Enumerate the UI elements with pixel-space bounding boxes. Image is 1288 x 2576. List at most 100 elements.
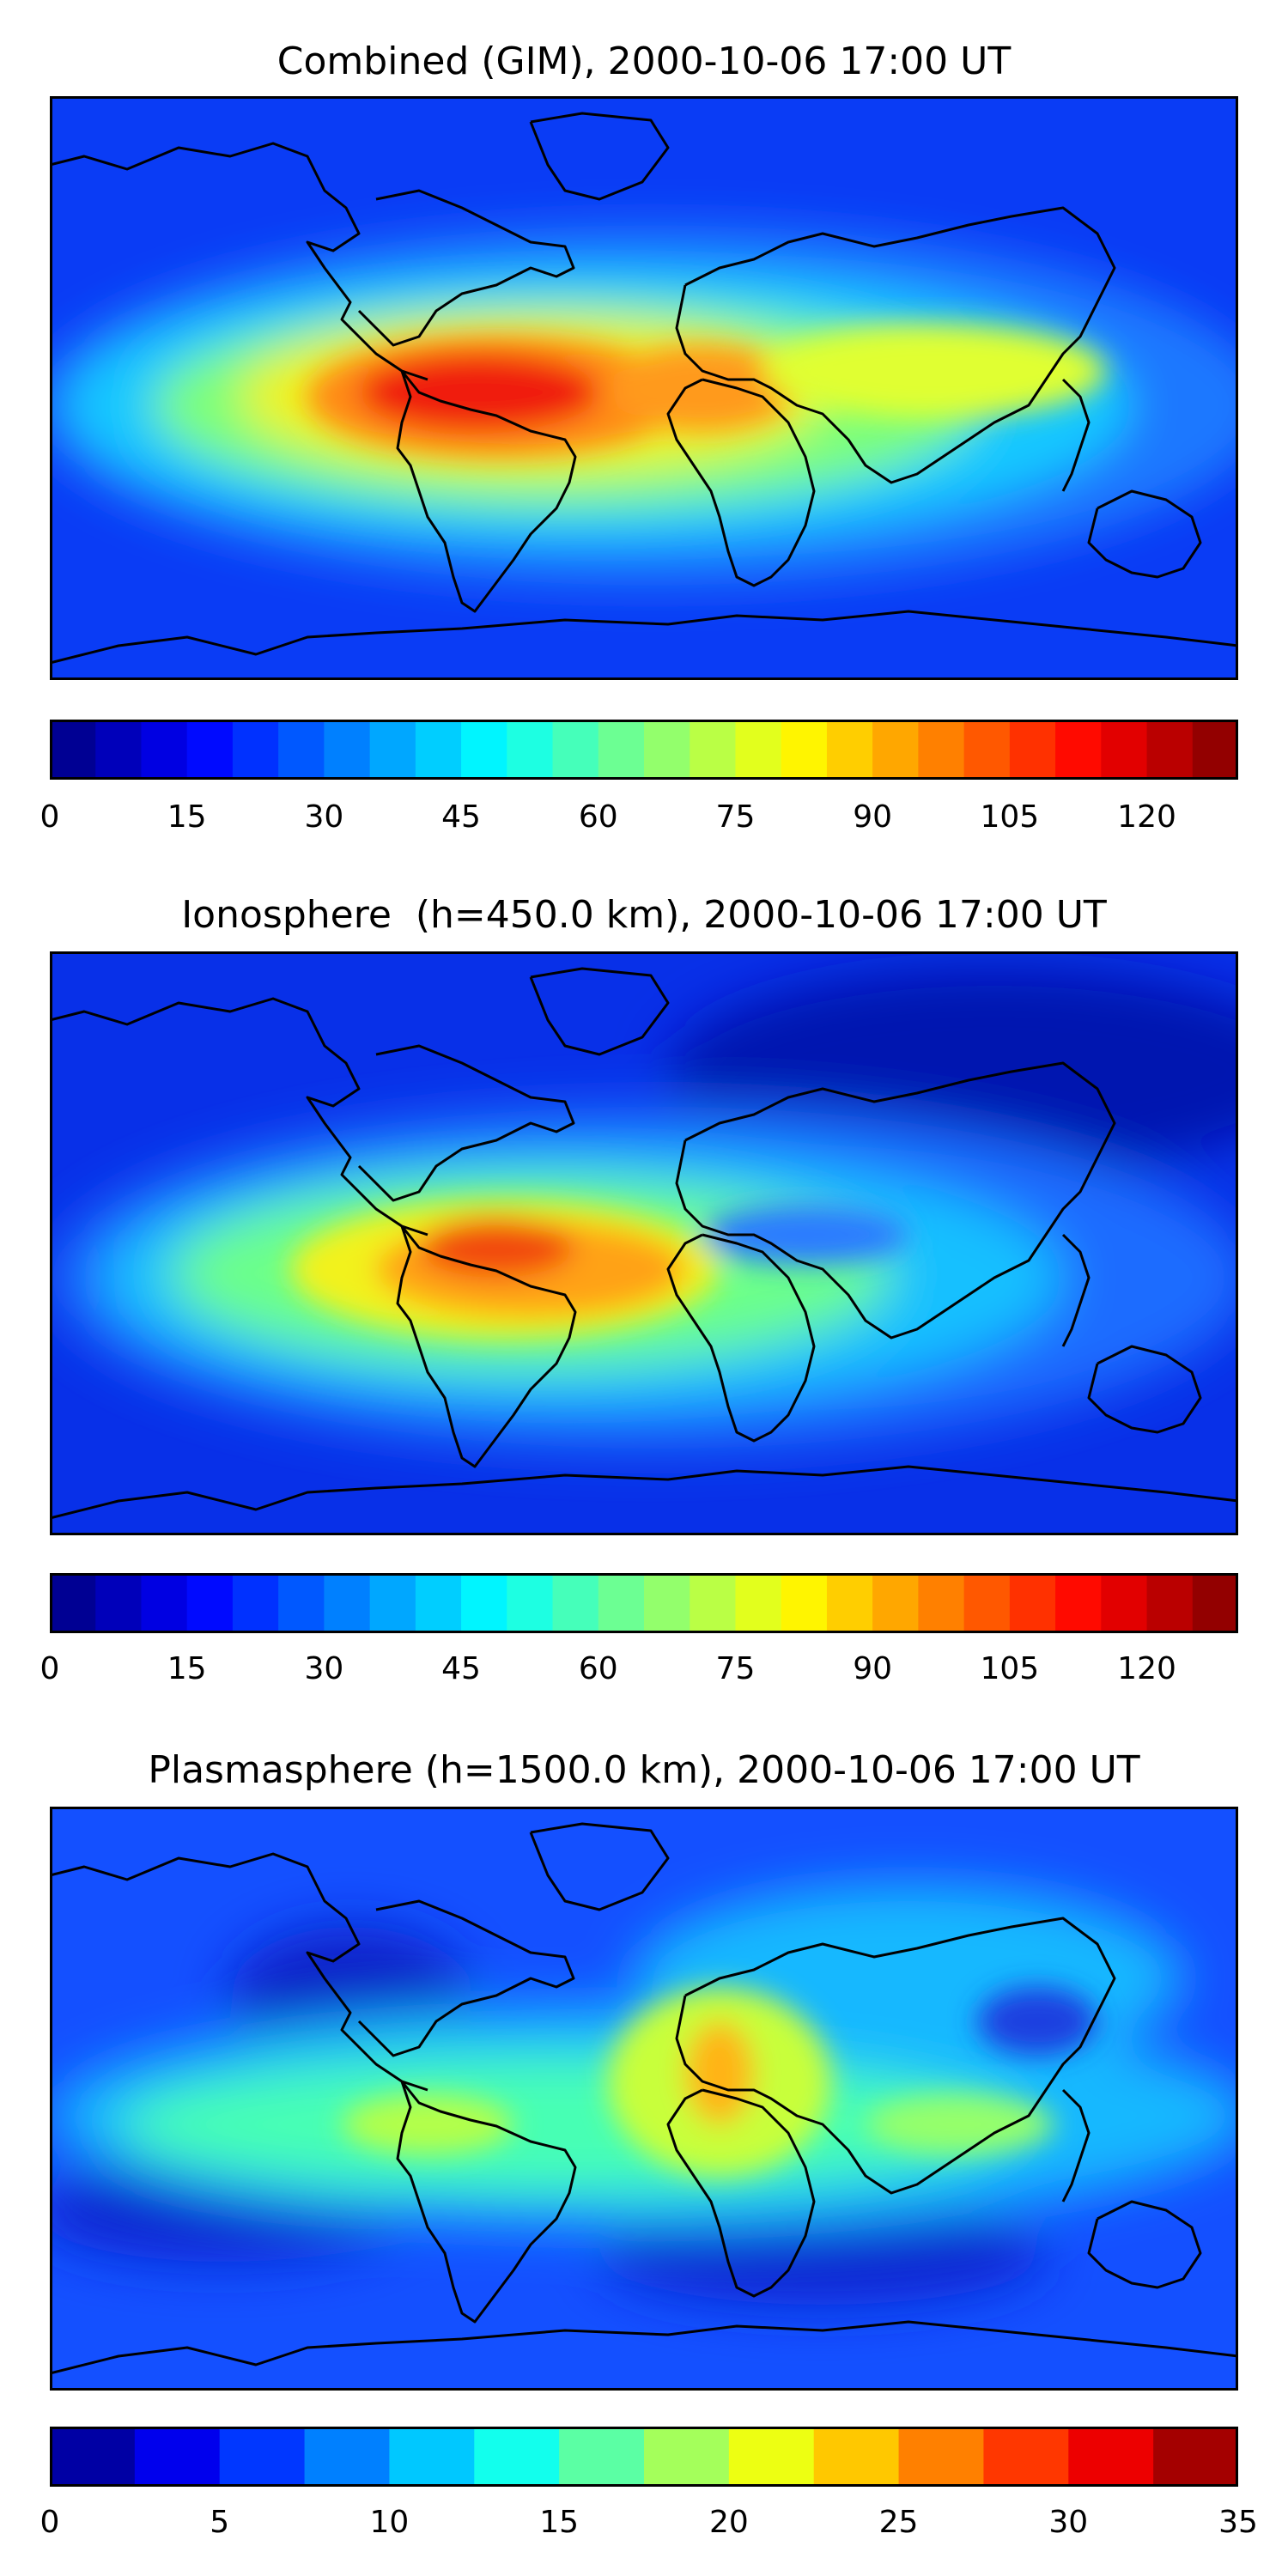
- colorbar-level-swatch: [598, 1573, 645, 1633]
- colorbar-level-swatch: [1101, 1573, 1148, 1633]
- panel-title-plasmasphere: Plasmasphere (h=1500.0 km), 2000-10-06 1…: [148, 1748, 1140, 1792]
- colorbar-level-swatch: [872, 720, 920, 780]
- colorbar-level-swatch: [232, 1573, 279, 1633]
- colorbar-level-swatch: [813, 2427, 900, 2487]
- colorbar-level-swatch: [186, 1573, 234, 1633]
- colorbar-tick-label: 0: [39, 1651, 60, 1686]
- colorbar-tick-label: 0: [39, 2505, 60, 2540]
- colorbar-level-swatch: [559, 2427, 645, 2487]
- colorbar-level-swatch: [1009, 720, 1056, 780]
- colorbar-combined: [50, 720, 1238, 780]
- colorbar-level-swatch: [415, 1573, 462, 1633]
- colorbar-tick-label: 105: [980, 1651, 1040, 1686]
- colorbar-level-swatch: [1192, 1573, 1238, 1633]
- colorbar-level-swatch: [369, 720, 416, 780]
- colorbar-level-swatch: [735, 720, 782, 780]
- colorbar-ticks-plasmasphere: 0 5 10 15 20 25 30 35: [40, 2504, 1258, 2547]
- colorbar-level-swatch: [324, 720, 371, 780]
- colorbar-tick-label: 60: [578, 1651, 618, 1686]
- colorbar-level-swatch: [644, 2427, 730, 2487]
- colorbar-tick-label: 30: [304, 1651, 344, 1686]
- colorbar-tick-label: 15: [167, 1651, 207, 1686]
- colorbar-level-swatch: [735, 1573, 782, 1633]
- colorbar-tick-label: 35: [1218, 2505, 1258, 2540]
- colorbar-level-swatch: [141, 720, 188, 780]
- colorbar-ionosphere: [50, 1573, 1238, 1633]
- colorbar-level-swatch: [95, 1573, 143, 1633]
- colorbar-level-swatch: [826, 1573, 873, 1633]
- colorbar-plasmasphere: [50, 2427, 1238, 2487]
- colorbar-tick-label: 75: [715, 1651, 756, 1686]
- colorbar-level-swatch: [304, 2427, 391, 2487]
- colorbar-level-swatch: [552, 1573, 599, 1633]
- colorbar-level-swatch: [324, 1573, 371, 1633]
- map-ionosphere: [50, 951, 1238, 1535]
- colorbar-level-swatch: [474, 2427, 560, 2487]
- colorbar-level-swatch: [898, 2427, 985, 2487]
- colorbar-level-swatch: [278, 720, 325, 780]
- colorbar-ticks-combined: 0 15 30 45 60 75 90 105 120: [40, 799, 1238, 841]
- colorbar-level-swatch: [1068, 2427, 1154, 2487]
- colorbar-level-swatch: [781, 720, 828, 780]
- colorbar-tick-label: 45: [441, 799, 481, 835]
- colorbar-level-swatch: [1153, 2427, 1238, 2487]
- colorbar-level-swatch: [983, 2427, 1070, 2487]
- colorbar-level-swatch: [1146, 1573, 1194, 1633]
- colorbar-tick-label: 30: [1048, 2505, 1089, 2540]
- colorbar-level-swatch: [141, 1573, 188, 1633]
- colorbar-level-swatch: [690, 720, 737, 780]
- colorbar-level-swatch: [219, 2427, 306, 2487]
- colorbar-level-swatch: [728, 2427, 815, 2487]
- colorbar-level-swatch: [507, 1573, 554, 1633]
- colorbar-level-swatch: [552, 720, 599, 780]
- colorbar-level-swatch: [50, 2427, 136, 2487]
- panel-title-ionosphere: Ionosphere (h=450.0 km), 2000-10-06 17:0…: [181, 893, 1107, 937]
- colorbar-level-swatch: [872, 1573, 920, 1633]
- colorbar-level-swatch: [963, 1573, 1011, 1633]
- colorbar-level-swatch: [50, 1573, 97, 1633]
- colorbar-level-swatch: [461, 1573, 508, 1633]
- colorbar-level-swatch: [1055, 1573, 1103, 1633]
- colorbar-level-swatch: [644, 1573, 691, 1633]
- colorbar-tick-label: 75: [715, 799, 756, 835]
- map-plasmasphere: [50, 1807, 1238, 2391]
- colorbar-level-swatch: [1009, 1573, 1056, 1633]
- colorbar-level-swatch: [186, 720, 234, 780]
- colorbar-tick-label: 20: [708, 2505, 749, 2540]
- colorbar-level-swatch: [461, 720, 508, 780]
- colorbar-level-swatch: [781, 1573, 828, 1633]
- colorbar-level-swatch: [507, 720, 554, 780]
- colorbar-tick-label: 120: [1117, 1651, 1176, 1686]
- colorbar-level-swatch: [1055, 720, 1103, 780]
- colorbar-level-swatch: [826, 720, 873, 780]
- colorbar-level-swatch: [278, 1573, 325, 1633]
- colorbar-level-swatch: [690, 1573, 737, 1633]
- colorbar-level-swatch: [598, 720, 645, 780]
- colorbar-level-swatch: [644, 720, 691, 780]
- colorbar-level-swatch: [95, 720, 143, 780]
- colorbar-level-swatch: [389, 2427, 476, 2487]
- colorbar-tick-label: 15: [167, 799, 207, 835]
- colorbar-level-swatch: [369, 1573, 416, 1633]
- colorbar-level-swatch: [50, 720, 97, 780]
- colorbar-tick-label: 5: [210, 2505, 230, 2540]
- colorbar-tick-label: 105: [980, 799, 1040, 835]
- colorbar-level-swatch: [918, 720, 965, 780]
- colorbar-tick-label: 120: [1117, 799, 1176, 835]
- colorbar-tick-label: 30: [304, 799, 344, 835]
- colorbar-tick-label: 90: [853, 1651, 893, 1686]
- map-combined: [50, 96, 1238, 680]
- colorbar-level-swatch: [1146, 720, 1194, 780]
- colorbar-tick-label: 0: [39, 799, 60, 835]
- colorbar-tick-label: 15: [539, 2505, 580, 2540]
- colorbar-tick-label: 45: [441, 1651, 481, 1686]
- colorbar-tick-label: 60: [578, 799, 618, 835]
- colorbar-tick-label: 90: [853, 799, 893, 835]
- colorbar-level-swatch: [232, 720, 279, 780]
- panel-title-combined: Combined (GIM), 2000-10-06 17:00 UT: [276, 39, 1012, 83]
- colorbar-level-swatch: [963, 720, 1011, 780]
- colorbar-tick-label: 10: [369, 2505, 410, 2540]
- colorbar-ticks-ionosphere: 0 15 30 45 60 75 90 105 120: [40, 1650, 1238, 1693]
- colorbar-tick-label: 25: [878, 2505, 919, 2540]
- colorbar-level-swatch: [134, 2427, 221, 2487]
